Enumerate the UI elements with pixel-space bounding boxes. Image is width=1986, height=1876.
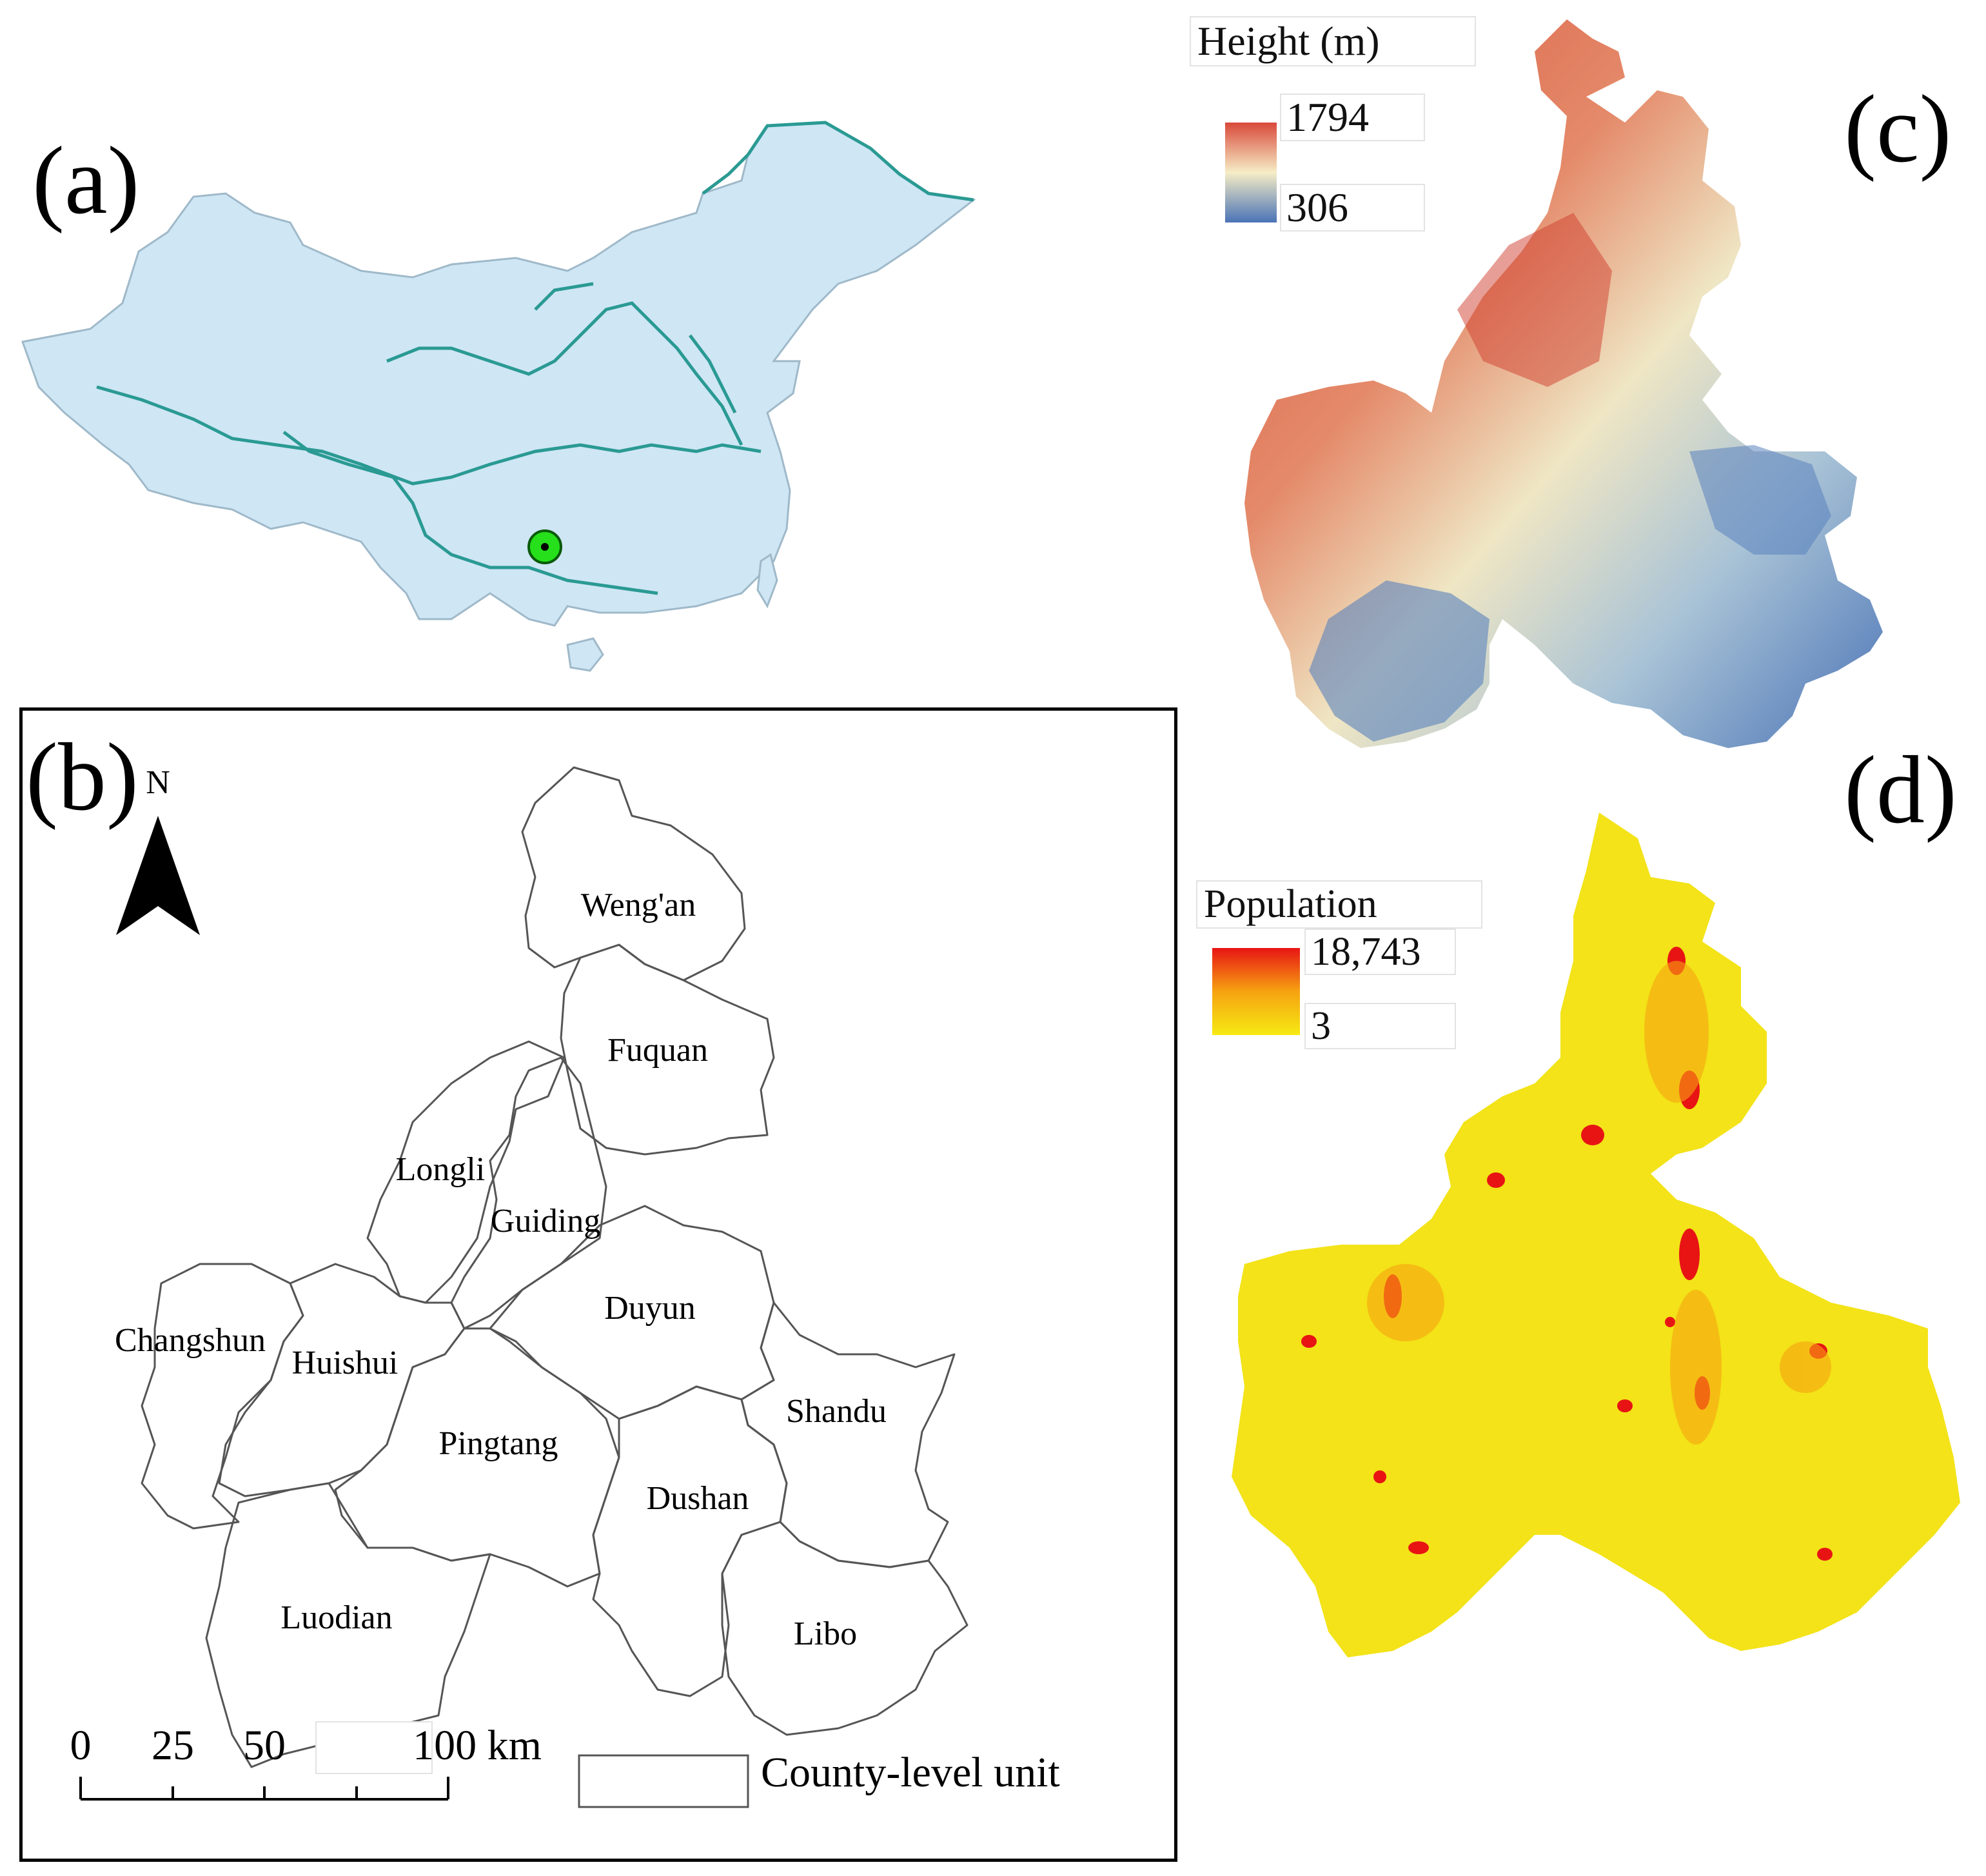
county-libo xyxy=(721,1521,968,1736)
county-changshun xyxy=(141,1263,304,1530)
population-legend-max: 18,743 xyxy=(1304,929,1456,976)
county-legend-swatch xyxy=(578,1754,749,1808)
county-label-guiding: Guiding xyxy=(491,1203,600,1239)
panel-b-frame xyxy=(19,707,1177,1862)
scale-tick-100: 100 km xyxy=(413,1722,542,1769)
scale-tick-25: 25 xyxy=(152,1722,194,1769)
scale-bar xyxy=(79,1777,449,1801)
north-label: N xyxy=(146,764,170,801)
county-shandu xyxy=(740,1301,956,1568)
population-legend-min: 3 xyxy=(1304,1003,1456,1050)
north-arrow: N xyxy=(116,764,200,935)
panel-b-label: (b) xyxy=(26,724,139,831)
county-legend-label: County-level unit xyxy=(761,1749,1060,1796)
taiwan-island xyxy=(756,553,778,609)
study-area-dot xyxy=(541,543,549,551)
county-luodian xyxy=(205,1482,491,1768)
population-map xyxy=(1212,813,1960,1657)
county-label-fuquan: Fuquan xyxy=(607,1032,708,1069)
county-longli xyxy=(366,1040,565,1304)
hainan-island xyxy=(566,637,604,672)
county-label-shandu: Shandu xyxy=(786,1393,887,1430)
population-surface xyxy=(1232,813,1960,1657)
north-arrow-icon xyxy=(116,816,200,935)
scale-tick-0: 0 xyxy=(70,1722,92,1769)
rivers xyxy=(96,121,974,595)
elevation-legend-max: 1794 xyxy=(1280,94,1425,142)
population-legend-title: Population xyxy=(1196,880,1482,929)
county-label-wengan: Weng'an xyxy=(581,887,696,923)
county-pingtang xyxy=(334,1327,620,1588)
population-legend-bar xyxy=(1212,948,1300,1035)
county-wengan xyxy=(521,766,746,982)
county-label-longli: Longli xyxy=(396,1151,486,1188)
panel-c-label: (c) xyxy=(1844,75,1952,183)
panel-a-label: (a) xyxy=(32,127,140,234)
county-label-luodian: Luodian xyxy=(280,1599,392,1636)
county-label-pingtang: Pingtang xyxy=(439,1425,558,1462)
county-label-huishui: Huishui xyxy=(292,1345,398,1381)
county-dushan xyxy=(592,1385,788,1697)
elevation-legend-bar xyxy=(1225,123,1277,222)
elevation-surface xyxy=(1244,19,1883,748)
china-outline xyxy=(21,121,976,627)
county-label-dushan: Dushan xyxy=(647,1480,749,1517)
china-map xyxy=(21,121,976,672)
scale-tick-50: 50 xyxy=(243,1722,286,1769)
county-guiding xyxy=(450,1056,607,1330)
county-label-changshun: Changshun xyxy=(115,1322,266,1359)
elevation-legend-min: 306 xyxy=(1280,184,1425,232)
panel-d-label: (d) xyxy=(1844,736,1957,844)
elevation-legend-title: Height (m) xyxy=(1190,16,1476,66)
county-label-duyun: Duyun xyxy=(604,1290,696,1327)
county-label-libo: Libo xyxy=(794,1615,857,1652)
elevation-map xyxy=(1225,19,1883,748)
county-map: Weng'an Fuquan Longli Guiding Duyun Chan… xyxy=(70,764,1060,1808)
